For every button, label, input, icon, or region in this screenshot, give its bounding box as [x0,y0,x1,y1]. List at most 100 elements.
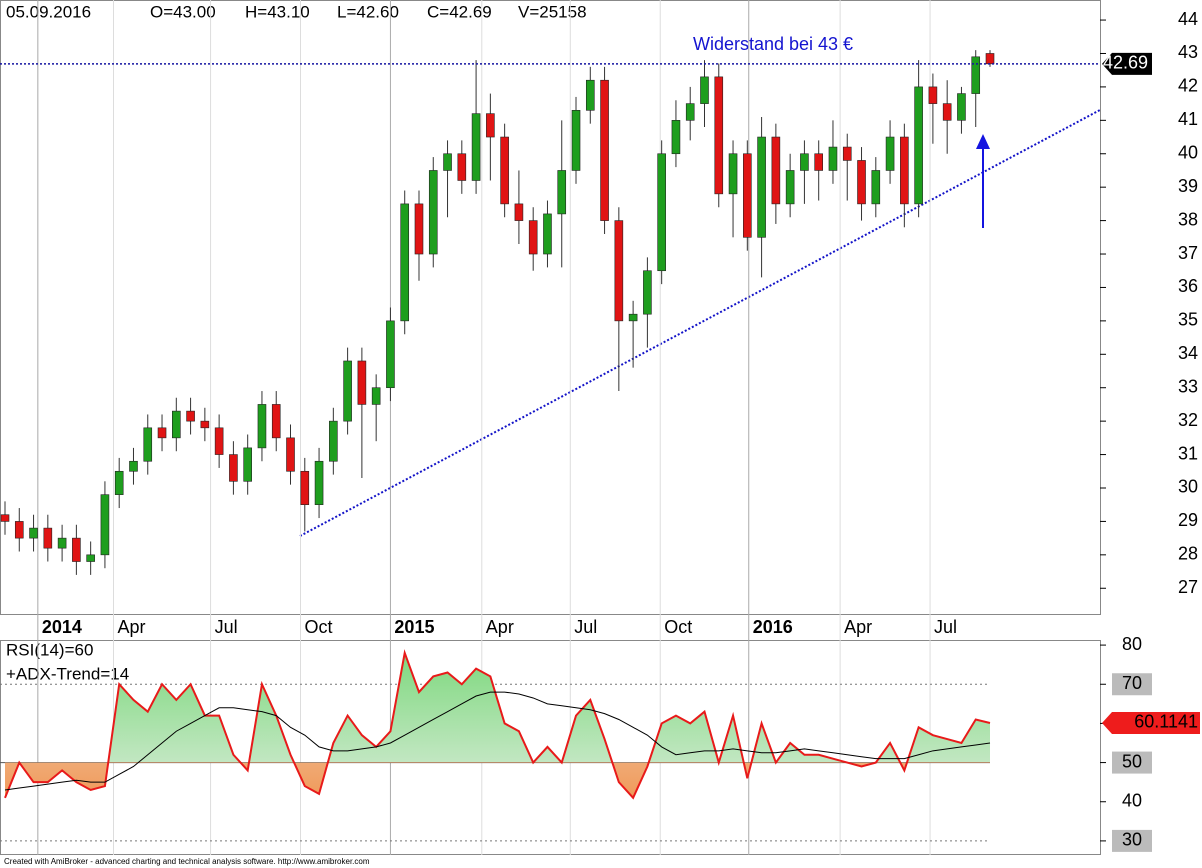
last-price-label: 42.69 [1103,53,1148,73]
candle-body [985,53,995,65]
candle-body [557,170,567,215]
x-tick-label: 2014 [42,617,82,637]
y-tick-label: 36 [1178,276,1198,296]
y-tick-label: 44 [1178,9,1198,29]
y-tick-label: 70 [1122,673,1142,693]
candle-body [14,521,24,539]
candle-body [657,153,666,272]
level-box [1112,751,1152,774]
y-tick-label: 29 [1178,510,1198,530]
ohlc: H=43.10 [245,2,310,21]
candle-body [243,447,252,482]
candle-body [671,120,681,155]
candle-body [0,514,10,522]
rsi-label: RSI(14)=60 [6,640,93,659]
x-tick-label: Jul [215,617,238,637]
candle-body [72,537,81,562]
candle-body [957,93,966,121]
candle-body [942,103,952,121]
candle-body [257,404,267,449]
adx-label: +ADX-Trend=14 [6,664,129,683]
candle-body [928,86,938,104]
candle-body [643,270,652,315]
candle-body [486,113,495,138]
y-tick-label: 39 [1178,176,1198,196]
y-tick-label: 30 [1122,830,1142,850]
candle-body [357,360,367,405]
y-tick-label: 41 [1178,109,1198,129]
x-tick-label: Jul [574,617,597,637]
candle-body [800,153,809,171]
candle-body [129,460,138,472]
last-price-box [1102,52,1152,75]
candle-body [314,460,324,506]
candle-body [514,203,524,221]
y-tick-label: 33 [1178,376,1198,396]
candle-body [143,427,153,462]
candle-body [628,313,638,322]
candle-body [814,153,823,171]
candle-body [428,170,438,255]
level-box [1112,829,1152,852]
series-line [4,691,991,791]
candle-body [400,203,410,322]
candle-body [885,136,895,171]
candle-body [585,79,595,111]
arrow-head [976,134,990,149]
candle-body [900,136,909,205]
ohlc: O=43.00 [150,2,216,21]
candle-body [343,360,352,422]
x-tick-label: Jul [934,617,957,637]
candle-body [414,203,424,255]
y-tick-label: 27 [1178,577,1198,597]
y-tick-label: 40 [1178,143,1198,163]
candle-body [457,153,467,181]
candle-body [743,153,752,238]
y-tick-label: 43 [1178,42,1198,62]
header: 05.09.2016 O=43.00 H=43.10 L=42.60 C=42.… [6,2,587,21]
y-tick-label: 35 [1178,310,1198,330]
x-tick-label: Apr [844,617,872,637]
candle-body [200,420,210,429]
candle-body [271,404,281,439]
candle-body [857,160,866,205]
candle-body [871,170,881,205]
candle-body [971,56,981,94]
candle-body [543,213,552,255]
x-tick-label: 2016 [753,617,793,637]
level-box [1112,673,1152,696]
last-rsi-label: 60.1141 [1134,712,1198,732]
date: 05.09.2016 [6,2,91,21]
candle-body [186,410,195,422]
candle-body [528,220,538,255]
candle-body [685,103,695,121]
candle-body [57,537,67,549]
candle-body [29,527,38,539]
y-tick-label: 31 [1178,443,1198,463]
footer: Created with AmiBroker - advanced charti… [4,857,370,866]
candle-body [300,470,310,506]
candle-body [828,146,838,171]
candle-body [700,76,709,104]
candle-body [100,494,110,556]
x-tick-label: Oct [664,617,692,637]
candle-body [785,170,795,205]
x-tick-label: Oct [305,617,333,637]
ohlc: C=42.69 [427,2,492,21]
candle-body [214,427,224,455]
y-tick-label: 40 [1122,790,1142,810]
y-tick-label: 80 [1122,634,1142,654]
candle-body [114,470,124,495]
x-tick-label: Apr [486,617,514,637]
trend-line [299,109,1101,537]
rsi-area-down [5,762,990,798]
candle-body [728,153,738,195]
candle-body [571,109,581,171]
candle-body [757,136,766,238]
candle-body [914,86,923,205]
candle-body [600,79,609,221]
volume: V=25158 [518,2,587,21]
candle-body [842,146,852,161]
y-tick-label: 30 [1178,477,1198,497]
